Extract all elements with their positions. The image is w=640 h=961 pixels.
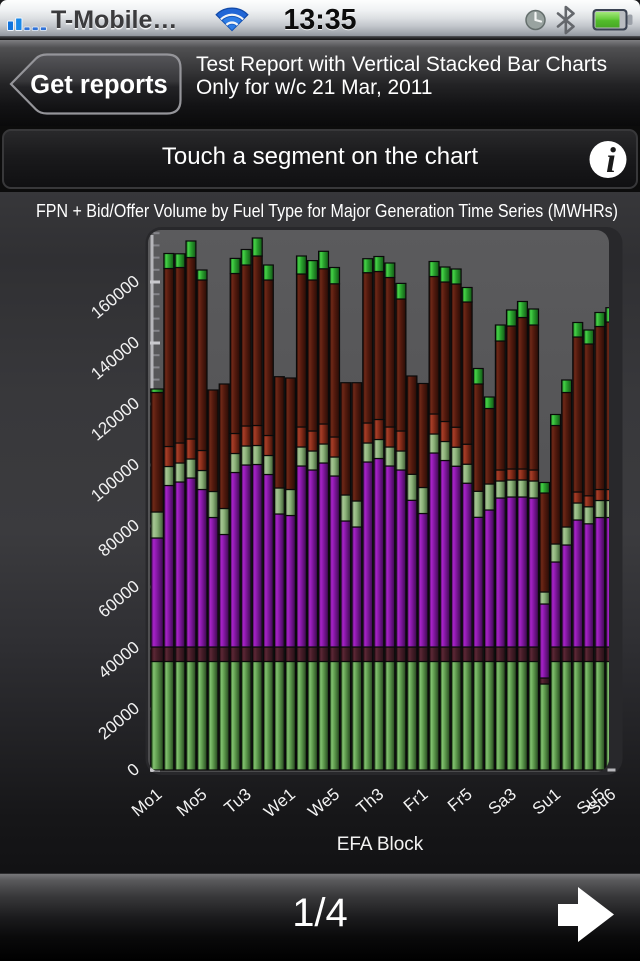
svg-text:80000: 80000: [95, 516, 143, 561]
svg-text:0: 0: [124, 760, 143, 781]
svg-text:Sa3: Sa3: [485, 785, 520, 819]
svg-text:160000: 160000: [87, 272, 143, 323]
svg-text:Tu3: Tu3: [221, 785, 255, 818]
svg-text:Su1: Su1: [529, 785, 564, 819]
svg-text:i: i: [606, 140, 616, 180]
svg-text:100000: 100000: [87, 455, 143, 506]
svg-text:Mo1: Mo1: [128, 785, 166, 821]
svg-text:T-Mobile…: T-Mobile…: [51, 6, 177, 34]
svg-text:Fr5: Fr5: [444, 785, 476, 816]
svg-text:We1: We1: [260, 785, 299, 822]
svg-text:120000: 120000: [87, 394, 143, 445]
svg-text:FPN + Bid/Offer Volume by Fuel: FPN + Bid/Offer Volume by Fuel Type for …: [36, 201, 618, 221]
svg-text:13:35: 13:35: [284, 4, 357, 36]
svg-text:T-Mobile…: T-Mobile…: [51, 7, 177, 35]
svg-text:Th3: Th3: [353, 785, 388, 818]
svg-text:We5: We5: [304, 785, 343, 822]
svg-text:60000: 60000: [95, 577, 143, 622]
svg-text:Mo5: Mo5: [173, 785, 211, 821]
svg-text:140000: 140000: [87, 333, 143, 384]
svg-text:40000: 40000: [95, 638, 143, 683]
svg-text:13:35: 13:35: [284, 5, 357, 37]
svg-text:Get reports: Get reports: [30, 71, 167, 99]
svg-text:EFA Block: EFA Block: [337, 834, 424, 855]
svg-text:20000: 20000: [95, 699, 143, 744]
svg-text:Fr1: Fr1: [400, 785, 432, 816]
